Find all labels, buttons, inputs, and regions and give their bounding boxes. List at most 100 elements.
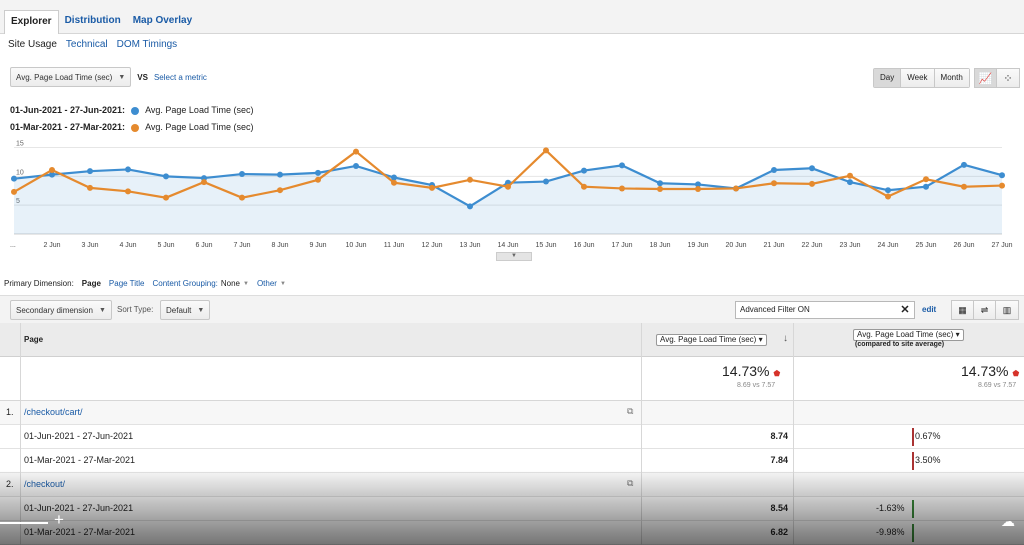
totals-row: 14.73% ⬟ 8.69 vs 7.57 14.73% ⬟ 8.69 vs 7… (0, 357, 1024, 401)
content-grouping-value[interactable]: None (220, 279, 240, 288)
x-tick-label: 15 Jun (535, 242, 556, 249)
data-point (961, 183, 967, 190)
content-grouping-label[interactable]: Content Grouping: (152, 279, 218, 288)
column-divider (793, 323, 794, 545)
dimension-page-title[interactable]: Page Title (108, 279, 145, 288)
x-tick-label: 6 Jun (195, 242, 212, 249)
chevron-down-icon: ▼ (118, 73, 126, 81)
data-point (125, 166, 131, 173)
tab-explorer[interactable]: Explorer (4, 10, 59, 34)
data-point (49, 171, 55, 178)
x-tick-label: 12 Jun (421, 242, 442, 249)
dimension-other[interactable]: Other (256, 279, 277, 288)
row-percent: -9.98% (876, 527, 905, 537)
comparison-bar (912, 428, 914, 446)
legend-label: Avg. Page Load Time (sec) (145, 122, 254, 132)
table-row: 2. /checkout/ ⧉ (0, 473, 1024, 497)
collapse-chart-handle[interactable]: ▼ (496, 252, 532, 261)
x-tick-label: 20 Jun (725, 242, 746, 249)
series-area (14, 164, 1002, 234)
data-point (11, 175, 17, 182)
week-button[interactable]: Week (901, 69, 935, 87)
secondary-dimension-dropdown[interactable]: Secondary dimension ▼ (10, 300, 112, 320)
tab-distribution[interactable]: Distribution (64, 15, 121, 26)
page-link[interactable]: /checkout/cart/ (24, 407, 83, 417)
cloud-download-icon[interactable]: ☁ (1001, 513, 1015, 529)
data-point (467, 203, 473, 210)
row-number: 2. (6, 479, 14, 489)
y-tick-label: 10 (16, 169, 24, 176)
dimension-page[interactable]: Page (81, 279, 101, 288)
comparison-view-icon[interactable]: ⇌ (974, 301, 996, 319)
load-time-line-chart: 5 10 15... 2 Jun 3 Jun 4 Jun 5 Jun 6 Jun 7 Jun 8 … (10, 141, 1013, 249)
data-point (543, 178, 549, 185)
data-point (125, 188, 131, 195)
tab-map-overlay[interactable]: Map Overlay (132, 15, 193, 26)
advanced-filter-field[interactable]: Advanced Filter ON ✕ (735, 301, 915, 319)
x-tick-label: 27 Jun (991, 242, 1012, 249)
data-point (999, 182, 1005, 189)
x-tick-label: 18 Jun (649, 242, 670, 249)
data-point (847, 172, 853, 179)
pivot-view-icon[interactable]: ▥ (996, 301, 1018, 319)
sort-type-label: Sort Type: (117, 305, 154, 314)
open-page-icon[interactable]: ⧉ (627, 406, 634, 416)
x-tick-label: 5 Jun (157, 242, 174, 249)
primary-dimension-bar: Primary Dimension: Page Page Title Conte… (4, 279, 286, 288)
data-point (885, 193, 891, 200)
page-link[interactable]: /checkout/ (24, 479, 66, 489)
chevron-down-icon: ▼ (98, 306, 106, 314)
data-point (239, 171, 245, 178)
data-point (733, 185, 739, 192)
metric-selector-row: Avg. Page Load Time (sec) ▼ VS Select a … (10, 67, 207, 87)
vs-label: VS (137, 72, 148, 82)
total-comparison-compare: 8.69 vs 7.57 (978, 382, 1017, 389)
data-point (771, 180, 777, 187)
table-toolbar: Secondary dimension ▼ Sort Type: Default… (0, 295, 1024, 323)
chart-legend: 01-Jun-2021 - 27-Jun-2021: Avg. Page Loa… (10, 102, 253, 136)
data-point (315, 169, 321, 176)
data-point (391, 174, 397, 181)
video-progress-bar[interactable] (0, 522, 48, 524)
column-header-page[interactable]: Page (24, 335, 44, 344)
plus-icon[interactable]: + (54, 510, 64, 529)
data-point (315, 176, 321, 183)
x-tick-label: 26 Jun (953, 242, 974, 249)
row-date-range: 01-Jun-2021 - 27-Jun-2021 (24, 503, 134, 513)
edit-filter-link[interactable]: edit (922, 305, 937, 314)
table-view-toggle: ▦ ⇌ ▥ (951, 300, 1019, 320)
metric-dropdown[interactable]: Avg. Page Load Time (sec) ▼ (10, 67, 132, 87)
chevron-down-icon: ▼ (197, 306, 205, 314)
data-point (847, 179, 853, 186)
select-metric-link[interactable]: Select a metric (153, 72, 207, 82)
sort-type-dropdown[interactable]: Default ▼ (160, 300, 211, 320)
x-tick-label: 8 Jun (271, 242, 288, 249)
row-date-range: 01-Mar-2021 - 27-Mar-2021 (24, 455, 136, 465)
line-chart-icon[interactable]: 📈 (975, 69, 997, 87)
row-number: 1. (6, 407, 14, 417)
open-page-icon[interactable]: ⧉ (627, 478, 634, 488)
grid-view-icon[interactable]: ▦ (952, 301, 974, 319)
row-percent: -1.63% (876, 503, 905, 513)
comparison-bar (912, 524, 914, 542)
subtab-site-usage[interactable]: Site Usage (8, 39, 57, 50)
data-point (657, 186, 663, 193)
data-point (885, 187, 891, 194)
row-percent: 3.50% (915, 455, 941, 465)
x-tick-label: 19 Jun (687, 242, 708, 249)
motion-chart-icon[interactable]: ⁘ (997, 69, 1019, 87)
close-icon[interactable]: ✕ (900, 304, 910, 316)
month-button[interactable]: Month (934, 69, 969, 87)
data-point (695, 181, 701, 188)
sort-arrow-icon[interactable]: ↓ (783, 333, 788, 344)
data-point (999, 172, 1005, 179)
comparison-bar (912, 452, 914, 470)
metric-column-dropdown[interactable]: Avg. Page Load Time (sec) ▾ (656, 334, 767, 346)
subtab-technical[interactable]: Technical (65, 39, 108, 50)
subtab-dom-timings[interactable]: DOM Timings (116, 39, 178, 50)
legend-range: 01-Jun-2021 - 27-Jun-2021: (10, 105, 126, 115)
day-button[interactable]: Day (874, 69, 902, 87)
compare-column-dropdown[interactable]: Avg. Page Load Time (sec) ▾ (853, 329, 964, 341)
total-comparison: 8.69 vs 7.57 (737, 382, 776, 389)
x-tick-label: ... (10, 242, 16, 249)
